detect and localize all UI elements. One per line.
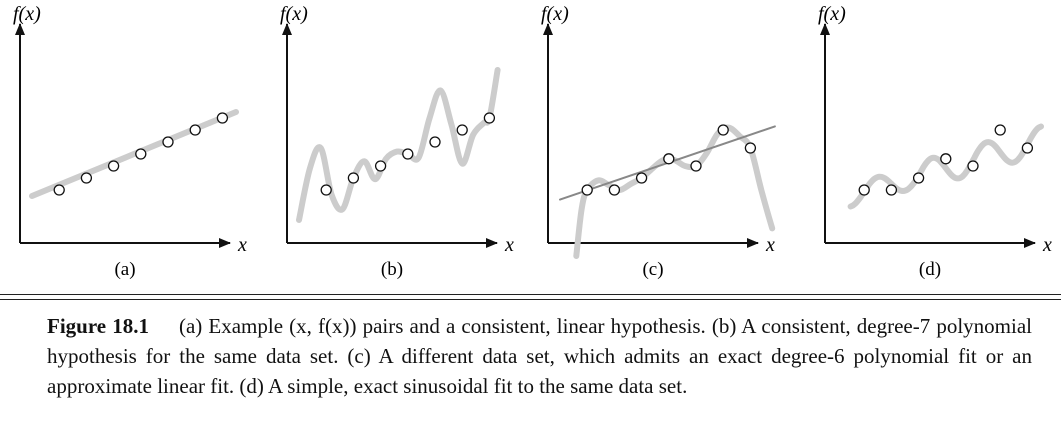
panel-label: (a) [114,259,135,280]
y-axis-label: f(x) [541,3,569,25]
data-point [402,148,414,160]
fit-curve-linear [29,109,239,199]
fit-curve-degree-7-polynomial [296,67,501,223]
y-axis-label: f(x) [280,3,308,25]
data-point [347,172,360,184]
caption-text: (a) Example (x, f(x)) pairs and a consis… [47,314,1032,398]
data-point [967,160,979,172]
data-point [608,184,621,196]
data-point [690,160,702,172]
panel-label: (d) [919,259,941,280]
panel-label: (b) [381,259,403,280]
caption-rule-bottom [0,299,1061,300]
data-point [858,184,870,196]
data-point [912,172,925,184]
data-point [456,124,468,136]
data-point [107,160,120,172]
data-point [744,142,757,154]
data-point [53,184,65,196]
panel-b: f(x) x (b) [280,3,514,280]
data-point [189,124,201,136]
figure-panels: f(x) x (a) f(x) x (b) f(x) x (c) f(x) x (d) [13,3,1052,280]
data-point [717,124,729,136]
data-point [994,124,1006,136]
fit-curve-sinusoidal [847,123,1044,210]
panel-a: f(x) x (a) [13,3,247,280]
x-axis-label: x [765,234,775,256]
y-axis-label: f(x) [818,3,846,25]
x-axis-label: x [1042,234,1052,256]
panel-label: (c) [642,259,663,280]
caption-label: Figure 18.1 [47,314,149,338]
data-point [940,153,952,165]
data-point [216,112,229,124]
x-axis-label: x [504,234,514,256]
data-point [635,172,648,184]
data-point [320,184,332,196]
data-point [135,148,147,160]
data-point [374,160,387,172]
x-axis-label: x [237,234,247,256]
fit-curve-degree-6-polynomial [573,124,776,259]
data-point [429,136,441,148]
data-point [80,172,93,184]
data-point [663,153,675,165]
figure-caption: Figure 18.1 (a) Example (x, f(x)) pairs a… [47,311,1032,401]
caption-rule-top [0,294,1061,295]
data-point [581,184,593,196]
panel-d: f(x) x (d) [818,3,1052,280]
data-point [885,184,898,196]
data-point [1021,142,1034,154]
y-axis-label: f(x) [13,3,41,25]
panel-c: f(x) x (c) [541,3,776,280]
data-point [162,136,174,148]
data-point [483,112,496,124]
